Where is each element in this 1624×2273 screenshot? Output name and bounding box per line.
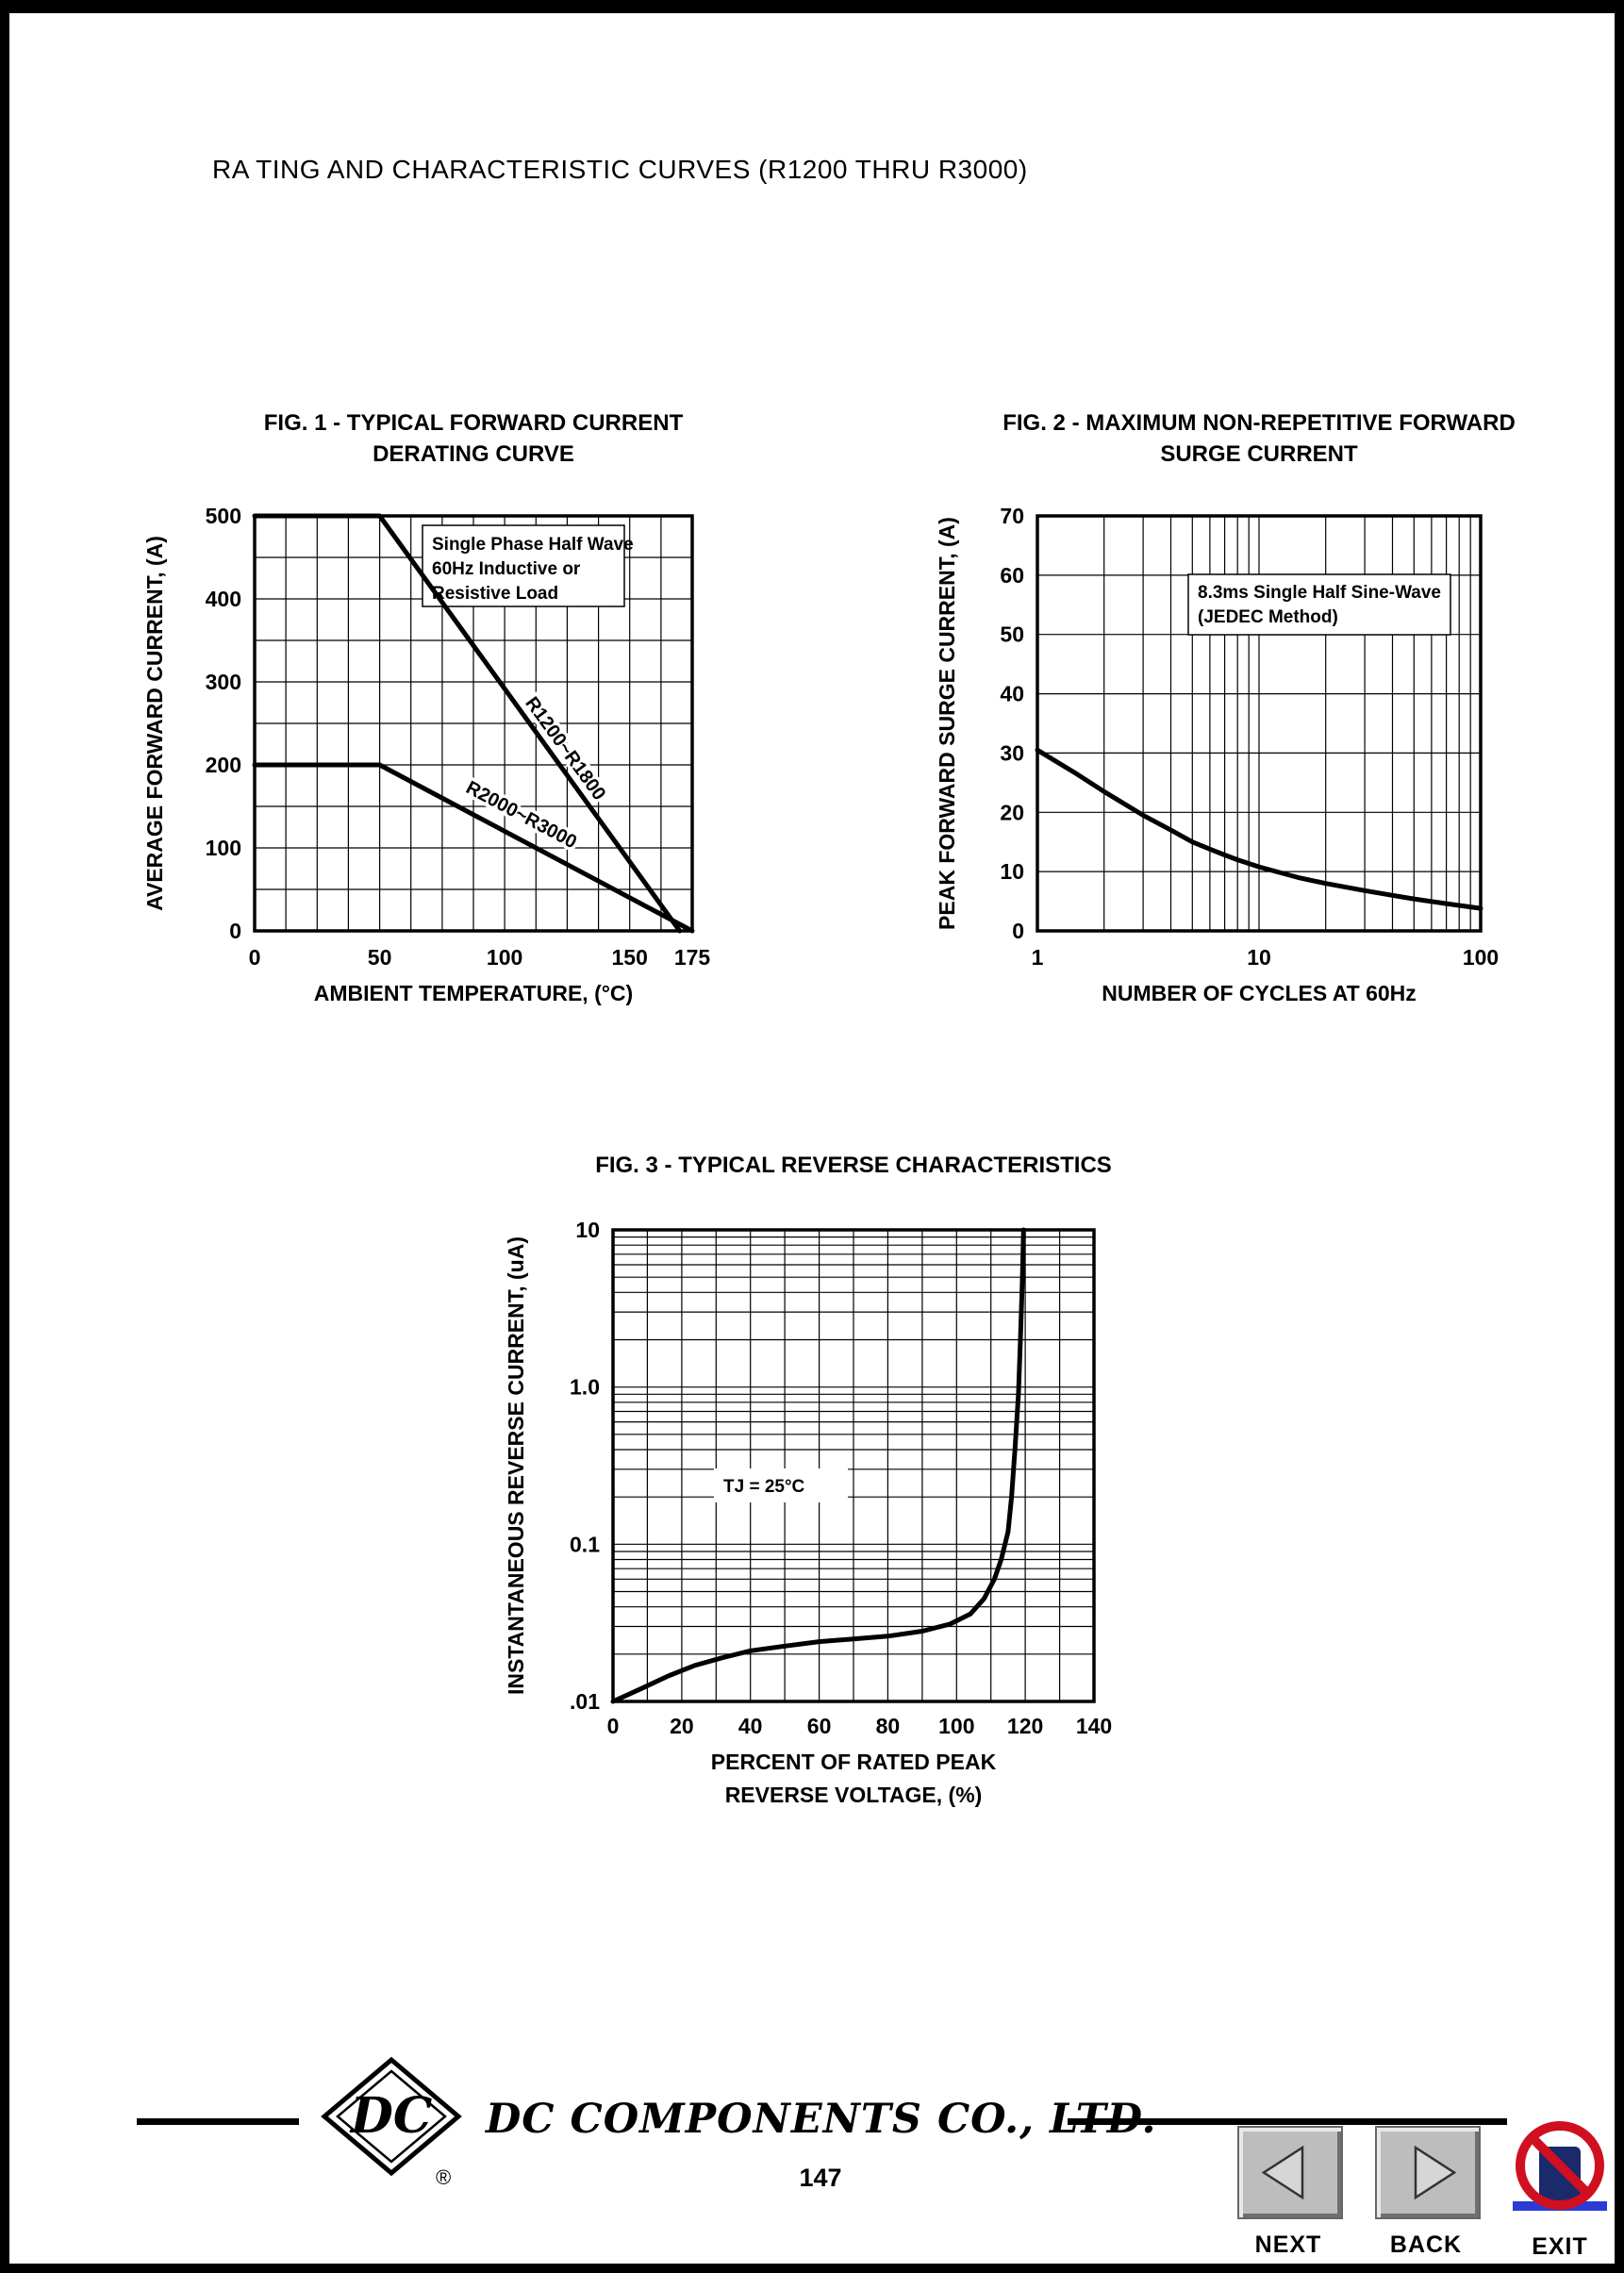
curve-R2000~R3000 — [252, 762, 695, 934]
figure-3: FIG. 3 - TYPICAL REVERSE CHARACTERISTICS… — [439, 1150, 1287, 1885]
x-tick-label: 40 — [738, 1714, 763, 1738]
exit-label: EXIT — [1532, 2233, 1588, 2260]
y-tick-label: 50 — [1000, 622, 1024, 647]
y-tick-label: 40 — [1000, 682, 1024, 706]
company-logo: DC — [321, 2056, 462, 2177]
x-tick-label: 140 — [1076, 1714, 1112, 1738]
annotation-text: 60Hz Inductive or — [432, 559, 581, 579]
annotation-text: Single Phase Half Wave — [432, 535, 634, 555]
figure-3-reverse-chart: TJ = 25°C 0 20 40 60 80 100 120 140 .01 0.1 1.0 10 IN… — [504, 1218, 1112, 1807]
figure-1-title-line1: FIG. 1 - TYPICAL FORWARD CURRENT — [263, 410, 684, 436]
x-tick-label: 100 — [487, 945, 522, 970]
previous-triangle-icon — [1261, 2145, 1304, 2200]
figure-2-title-line2: SURGE CURRENT — [1160, 441, 1358, 467]
series-label: R1200~R1800 — [521, 693, 609, 805]
annotation-text: TJ = 25°C — [723, 1477, 805, 1497]
annotation-box — [1187, 573, 1451, 636]
back-button[interactable] — [1375, 2126, 1481, 2219]
x-tick-label: 150 — [612, 945, 648, 970]
y-tick-label: 70 — [1000, 504, 1024, 528]
y-tick-label: 10 — [1000, 859, 1024, 884]
y-tick-label: 0 — [229, 919, 241, 943]
page-number: 147 — [799, 2164, 842, 2192]
figure-2-surge-chart: 8.3ms Single Half Sine-Wave (JEDEC Method… — [935, 504, 1499, 1005]
annotation-box — [422, 524, 625, 607]
x-tick-label: 60 — [807, 1714, 832, 1738]
curve-surge-current — [1035, 747, 1483, 911]
y-tick-label: 30 — [1000, 740, 1024, 765]
footer-rule-left — [137, 2118, 299, 2125]
figure-1-derating-chart: Single Phase Half Wave 60Hz Inductive or R… — [142, 504, 711, 1005]
y-tick-label: 200 — [206, 753, 241, 777]
figure-2-title-line1: FIG. 2 - MAXIMUM NON-REPETITIVE FORWARD — [1003, 410, 1516, 436]
x-tick-label: 1 — [1032, 945, 1044, 970]
figure-2: FIG. 2 - MAXIMUM NON-REPETITIVE FORWARD … — [915, 407, 1575, 1035]
x-tick-label: 10 — [1247, 945, 1271, 970]
annotation-text: 8.3ms Single Half Sine-Wave — [1198, 583, 1441, 603]
page-title: RA TING AND CHARACTERISTIC CURVES (R1200… — [212, 155, 1028, 184]
y-tick-label: 300 — [206, 670, 241, 694]
figure-3-title-line1: FIG. 3 - TYPICAL REVERSE CHARACTERISTICS — [595, 1153, 1112, 1178]
back-label: BACK — [1389, 2232, 1463, 2258]
y-tick-label: 0.1 — [570, 1532, 600, 1556]
curve-reverse-leakage — [610, 1227, 1026, 1704]
figure-3-title: FIG. 3 - TYPICAL REVERSE CHARACTERISTICS — [429, 1150, 1278, 1181]
y-tick-label: 20 — [1000, 800, 1024, 824]
figure-1-title-line2: DERATING CURVE — [373, 441, 574, 467]
x-tick-label: 0 — [249, 945, 261, 970]
prohibition-slash — [1529, 2134, 1591, 2197]
x-tick-label: 50 — [368, 945, 392, 970]
next-label: NEXT — [1254, 2232, 1322, 2258]
figure-1-title: FIG. 1 - TYPICAL FORWARD CURRENT DERATIN… — [143, 407, 804, 470]
y-tick-label: 500 — [206, 504, 241, 528]
figure-1: FIG. 1 - TYPICAL FORWARD CURRENT DERATIN… — [123, 407, 783, 1035]
x-tick-label: 20 — [670, 1714, 694, 1738]
plot-frame — [253, 514, 694, 933]
y-tick-label: 0 — [1012, 919, 1024, 943]
x-tick-label: 175 — [674, 945, 711, 970]
footer-rule-right — [1068, 2118, 1522, 2125]
x-tick-label: 120 — [1007, 1714, 1043, 1738]
x-tick-label: 100 — [1463, 945, 1499, 970]
curve-R1200~R1800 — [252, 513, 683, 934]
exit-button[interactable] — [1507, 2118, 1613, 2216]
exit-prohibition-icon — [1513, 2121, 1607, 2211]
x-axis-label: NUMBER OF CYCLES AT 60Hz — [1102, 981, 1417, 1005]
annotation-text: (JEDEC Method) — [1198, 607, 1338, 627]
next-triangle-icon — [1414, 2145, 1457, 2200]
y-tick-label: 1.0 — [570, 1375, 600, 1400]
logo-monogram: DC — [349, 2087, 432, 2145]
company-name: DC COMPONENTS CO., LTD. — [486, 2096, 1157, 2143]
x-tick-label: 0 — [607, 1714, 620, 1738]
logo-diamond-inner — [336, 2069, 447, 2164]
figure-2-title: FIG. 2 - MAXIMUM NON-REPETITIVE FORWARD … — [929, 407, 1589, 470]
plot-frame — [611, 1228, 1096, 1703]
next-button[interactable] — [1237, 2126, 1343, 2219]
y-axis-label: INSTANTANEOUS REVERSE CURRENT, (uA) — [504, 1236, 528, 1695]
y-tick-label: 100 — [206, 836, 241, 860]
y-tick-label: 10 — [575, 1218, 600, 1242]
plot-frame — [1036, 514, 1483, 933]
x-axis-label: REVERSE VOLTAGE, (%) — [725, 1783, 983, 1807]
y-axis-label: AVERAGE FORWARD CURRENT, (A) — [142, 536, 167, 911]
x-axis-label: AMBIENT TEMPERATURE, (°C) — [314, 981, 633, 1005]
x-axis-label: PERCENT OF RATED PEAK — [711, 1750, 997, 1774]
y-tick-label: 60 — [1000, 563, 1024, 588]
registered-trademark: ® — [436, 2165, 452, 2189]
y-axis-label: PEAK FORWARD SURGE CURRENT, (A) — [935, 517, 959, 930]
annotation-box — [714, 1468, 848, 1502]
x-tick-label: 100 — [938, 1714, 974, 1738]
x-tick-label: 80 — [876, 1714, 901, 1738]
y-tick-label: .01 — [570, 1689, 600, 1714]
prohibition-circle — [1516, 2121, 1604, 2210]
annotation-text: Resistive Load — [432, 584, 558, 604]
y-tick-label: 400 — [206, 587, 241, 611]
